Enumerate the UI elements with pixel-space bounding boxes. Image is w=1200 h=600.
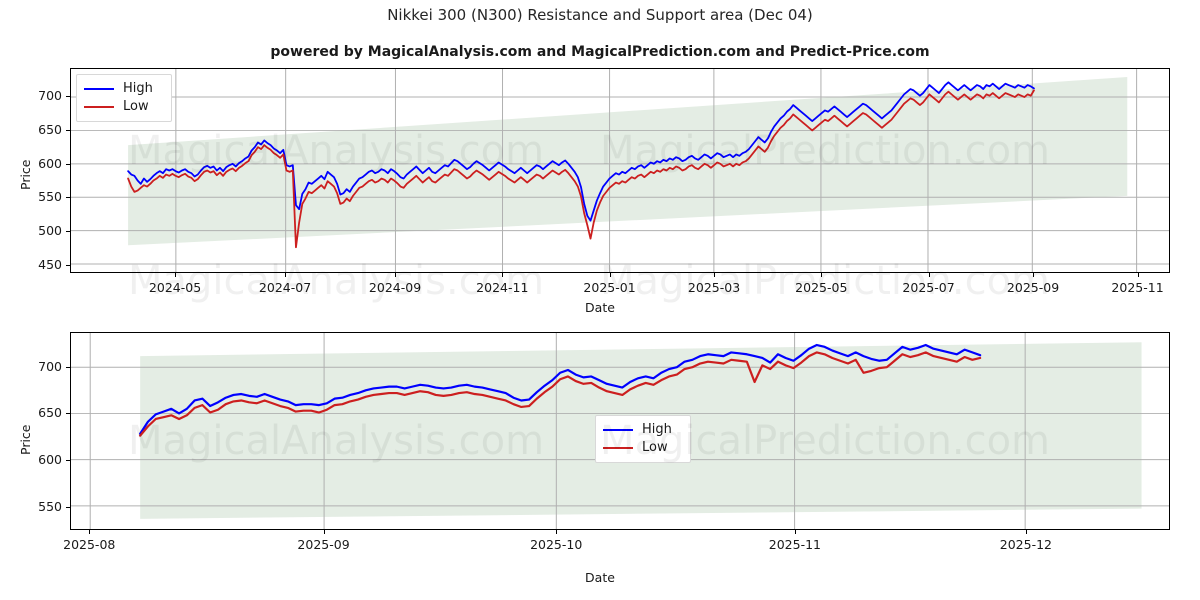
x-tick-mark (928, 273, 930, 277)
x-tick-mark (1137, 273, 1139, 277)
x-tick-label: 2025-07 (902, 280, 955, 295)
y-tick-mark (66, 264, 70, 266)
y-tick-label: 550 (38, 498, 62, 514)
page-title: Nikkei 300 (N300) Resistance and Support… (387, 6, 813, 24)
x-tick-mark (323, 530, 325, 534)
x-tick-label: 2024-07 (258, 280, 312, 295)
y-tick-label: 600 (38, 155, 62, 171)
legend-row-low[interactable]: Low (603, 439, 681, 457)
y-tick-label: 600 (38, 451, 62, 467)
x-tick-mark (175, 273, 177, 277)
x-tick-mark (794, 530, 796, 534)
y-tick-mark (66, 506, 70, 508)
y-tick-mark (66, 163, 70, 165)
y-tick-label: 550 (38, 189, 62, 205)
x-tick-mark (821, 273, 823, 277)
y-tick-mark (66, 130, 70, 132)
x-tick-mark (556, 530, 558, 534)
main-chart-plot-area (70, 68, 1170, 273)
y-tick-label: 650 (38, 405, 62, 421)
y-tick-label: 450 (38, 256, 62, 272)
x-tick-mark (285, 273, 287, 277)
main-chart-panel: Price 450 500 550 600 650 700 2024-05 2024-07 2… (18, 68, 1200, 315)
x-tick-label: 2025-01 (583, 280, 636, 295)
x-tick-label: 2024-09 (368, 280, 422, 295)
legend-label-high: High (642, 422, 672, 437)
legend-row-high[interactable]: High (84, 80, 162, 98)
zoom-chart-x-axis-label: Date (585, 570, 615, 585)
y-tick-label: 700 (38, 88, 62, 104)
x-tick-label: 2025-03 (687, 280, 741, 295)
legend-line-low (603, 447, 633, 449)
x-tick-label: 2025-05 (795, 280, 848, 295)
page-subtitle: powered by MagicalAnalysis.com and Magic… (270, 44, 930, 60)
x-tick-label: 2025-12 (999, 537, 1052, 552)
x-tick-label: 2025-08 (63, 537, 116, 552)
main-chart-svg (71, 69, 1169, 272)
x-tick-mark (502, 273, 504, 277)
x-tick-mark (395, 273, 397, 277)
y-tick-mark (66, 231, 70, 233)
x-tick-label: 2024-05 (148, 280, 202, 295)
x-tick-mark (1025, 530, 1027, 534)
y-tick-label: 700 (38, 358, 62, 374)
legend-row-low[interactable]: Low (84, 98, 162, 116)
x-tick-label: 2026-01 (1186, 280, 1200, 295)
main-chart-x-axis-label: Date (585, 300, 615, 315)
y-tick-mark (66, 459, 70, 461)
zoom-chart-panel: Price 550 600 650 700 2025-08 2025-09 2025-10… (0, 320, 1200, 600)
x-tick-label: 2025-11 (768, 537, 821, 552)
y-tick-mark (66, 366, 70, 368)
y-tick-label: 650 (38, 122, 62, 138)
legend-row-high[interactable]: High (603, 421, 681, 439)
main-chart-legend[interactable]: High Low (76, 74, 172, 122)
x-tick-label: 2025-09 (1006, 280, 1060, 295)
x-tick-label: 2024-11 (476, 280, 529, 295)
x-tick-mark (714, 273, 716, 277)
y-tick-mark (66, 413, 70, 415)
legend-line-high (603, 429, 633, 431)
legend-line-low (84, 106, 114, 108)
x-tick-mark (1033, 273, 1035, 277)
legend-label-low: Low (642, 440, 668, 455)
legend-line-high (84, 88, 114, 90)
y-tick-label: 500 (38, 223, 62, 239)
legend-label-low: Low (123, 99, 149, 114)
x-tick-label: 2025-11 (1111, 280, 1164, 295)
zoom-chart-y-axis-label: Price (18, 424, 33, 456)
x-tick-mark (609, 273, 611, 277)
legend-label-high: High (123, 81, 153, 96)
x-tick-label: 2025-09 (297, 537, 350, 552)
x-tick-mark (89, 530, 91, 534)
y-tick-mark (66, 197, 70, 199)
y-tick-mark (66, 96, 70, 98)
x-tick-label: 2025-10 (530, 537, 583, 552)
zoom-chart-legend[interactable]: High Low (595, 415, 691, 463)
